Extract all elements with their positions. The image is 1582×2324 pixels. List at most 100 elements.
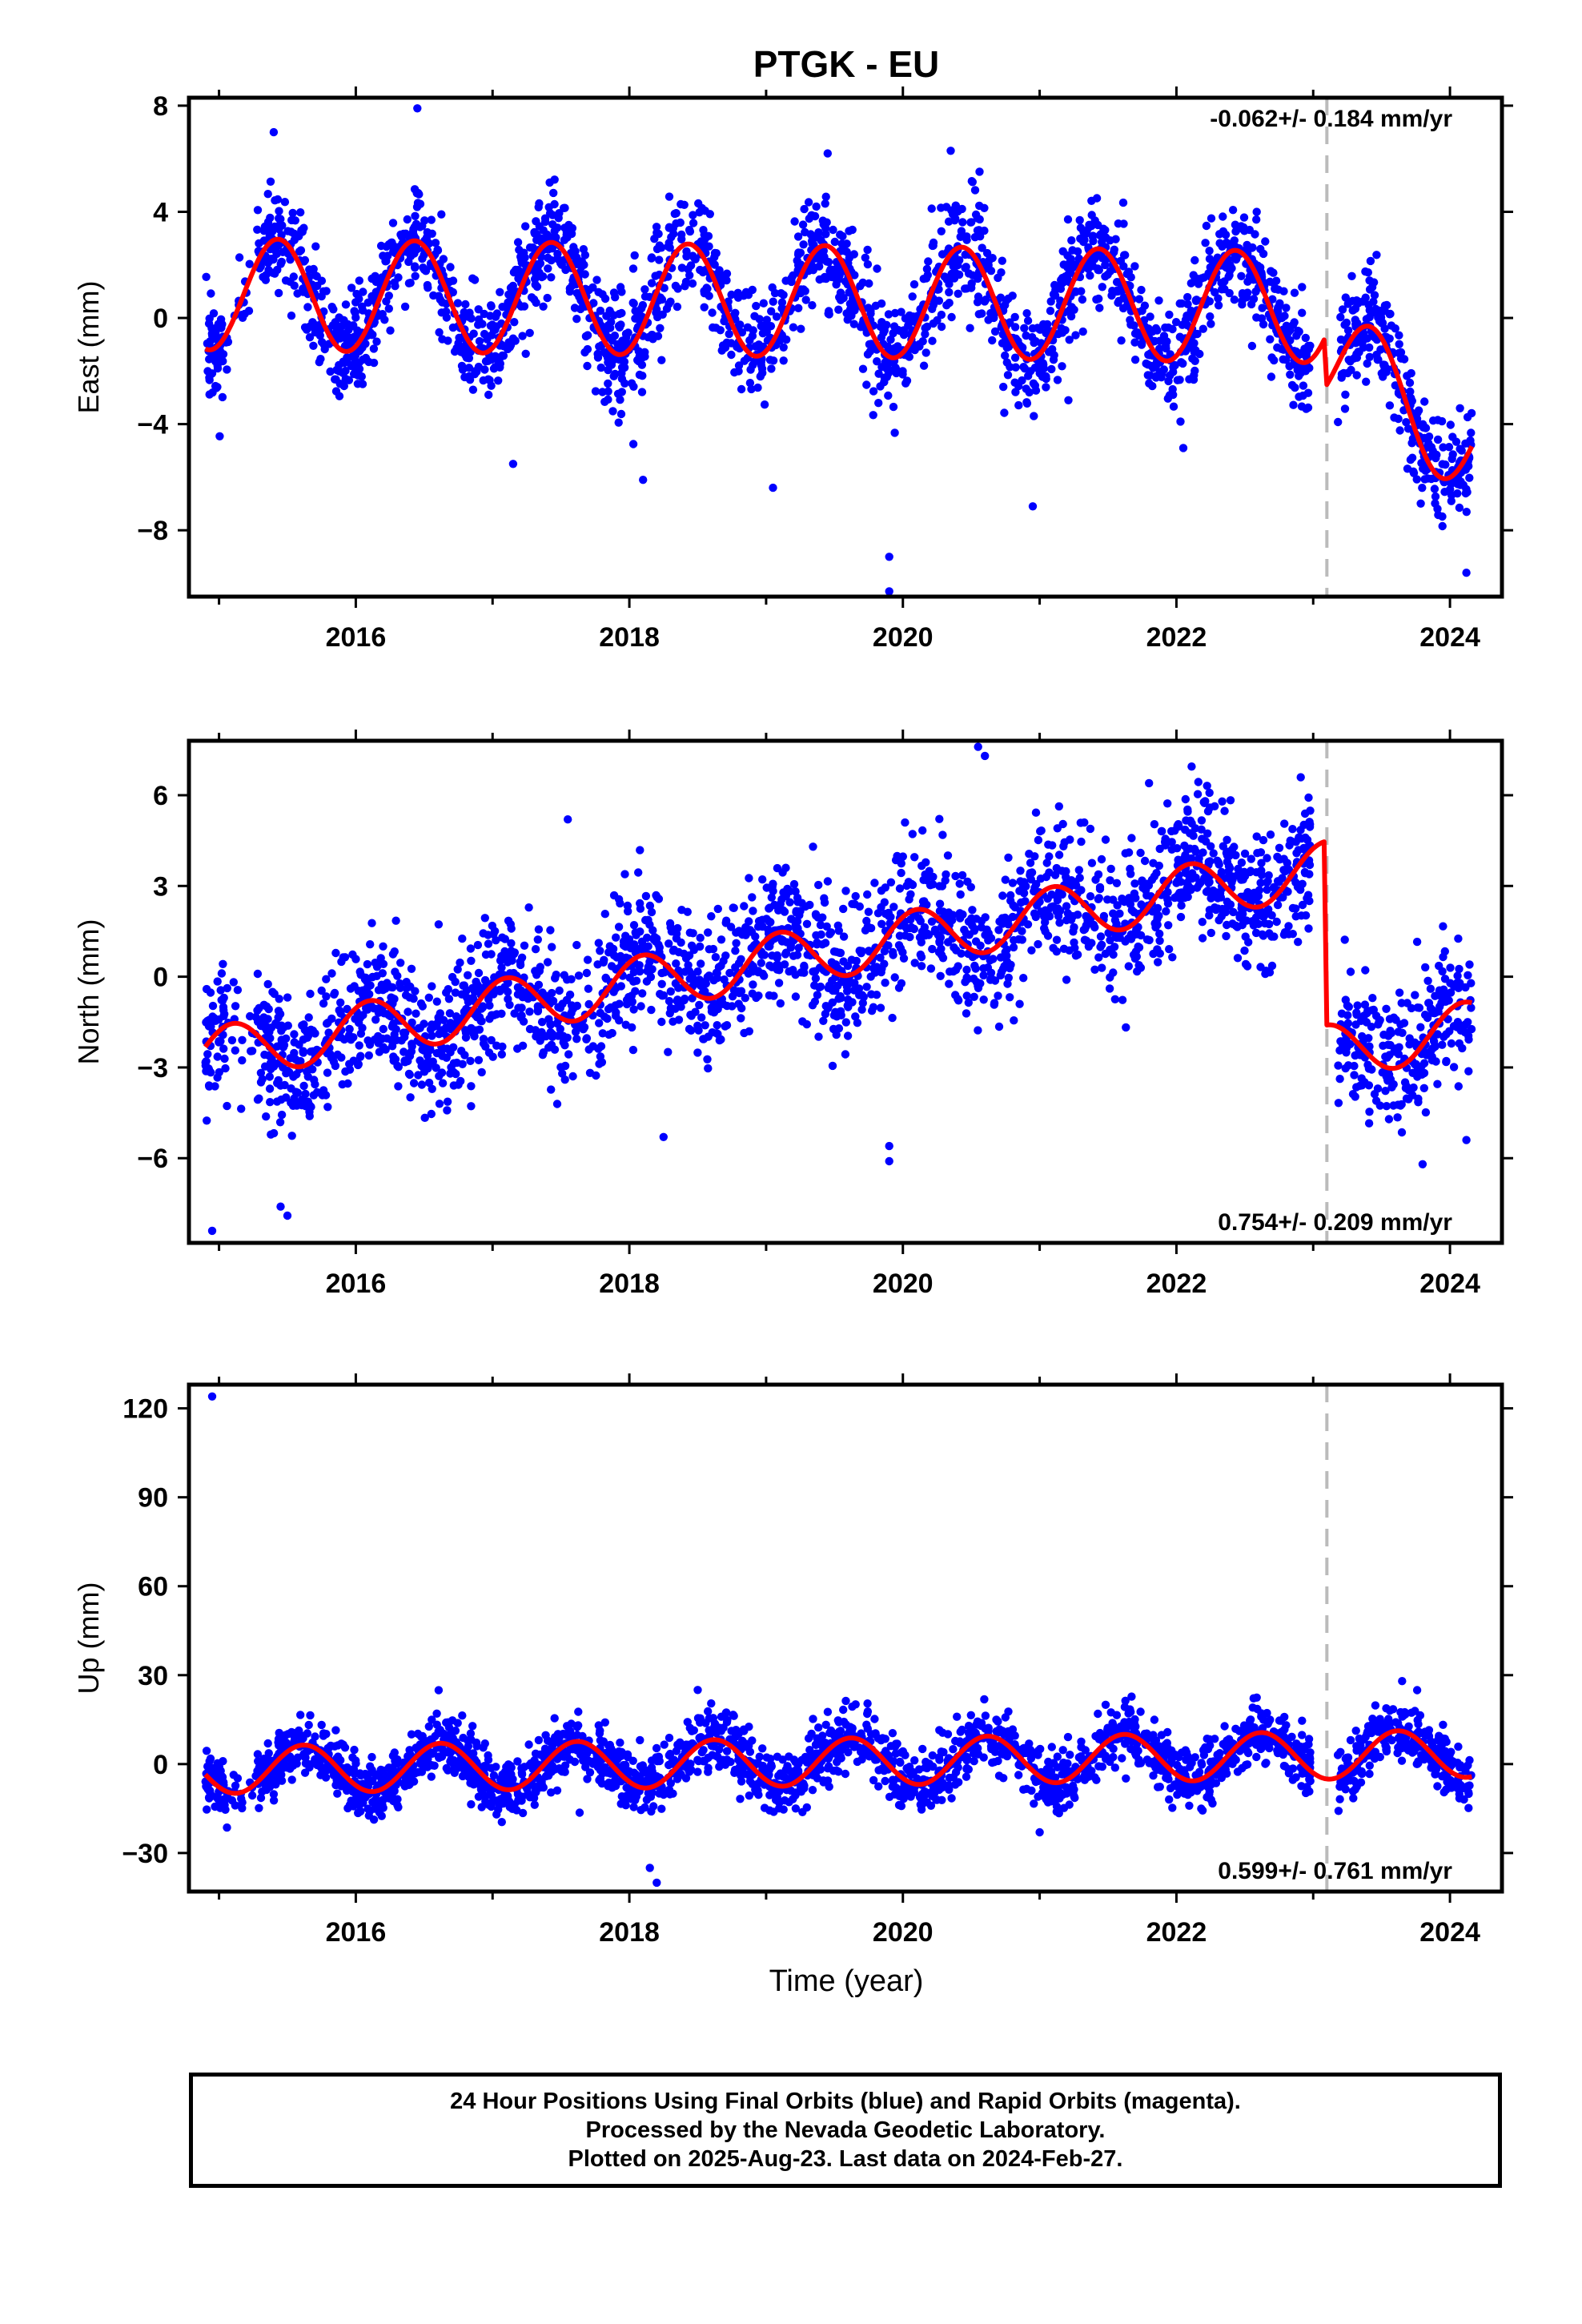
data-point xyxy=(583,955,592,964)
data-point xyxy=(555,986,564,995)
data-point xyxy=(1382,1102,1391,1111)
data-point xyxy=(978,309,986,318)
data-point xyxy=(355,1041,363,1050)
data-point xyxy=(336,998,345,1007)
data-point xyxy=(1001,875,1010,884)
data-point xyxy=(817,236,825,245)
data-point xyxy=(442,313,452,322)
data-point xyxy=(202,272,211,281)
data-point xyxy=(354,1059,363,1069)
data-point xyxy=(458,1059,467,1069)
data-point xyxy=(203,367,212,376)
data-point xyxy=(1066,312,1076,321)
data-point xyxy=(640,352,649,361)
data-point xyxy=(484,390,493,400)
data-point xyxy=(765,991,774,1000)
data-point xyxy=(1215,239,1224,247)
data-point xyxy=(1447,1039,1456,1048)
data-point xyxy=(869,964,878,973)
data-point xyxy=(1033,901,1042,910)
data-point xyxy=(1302,404,1311,413)
data-point xyxy=(1046,307,1055,316)
data-point xyxy=(448,323,458,332)
data-point xyxy=(1465,960,1474,969)
data-point xyxy=(1440,947,1450,956)
data-point xyxy=(1127,906,1137,915)
data-point xyxy=(1031,808,1041,817)
data-point xyxy=(652,244,662,254)
data-point xyxy=(411,211,420,220)
data-point xyxy=(1052,863,1062,873)
data-point xyxy=(779,343,788,352)
data-point xyxy=(460,343,468,352)
data-point xyxy=(517,1003,526,1012)
data-point xyxy=(560,203,568,212)
data-point xyxy=(1117,336,1126,345)
y-tick-label: −8 xyxy=(137,516,168,546)
data-point xyxy=(981,913,990,922)
data-point xyxy=(330,990,339,999)
data-point xyxy=(354,987,363,995)
data-point xyxy=(1132,952,1142,961)
data-point xyxy=(805,214,813,223)
data-point xyxy=(1258,304,1267,312)
data-point xyxy=(547,1085,556,1094)
data-point xyxy=(1058,328,1067,336)
data-point xyxy=(731,308,740,317)
data-point xyxy=(1405,1034,1414,1043)
data-point xyxy=(1431,492,1440,501)
data-point xyxy=(420,216,429,225)
data-point xyxy=(296,246,306,255)
data-point xyxy=(435,1100,444,1108)
data-point xyxy=(689,929,697,938)
data-point xyxy=(962,965,971,975)
data-point xyxy=(1138,876,1146,885)
data-point xyxy=(841,1050,850,1059)
data-point xyxy=(1456,404,1464,412)
data-point xyxy=(374,1031,383,1041)
data-point xyxy=(605,306,614,316)
data-point xyxy=(1106,864,1115,874)
data-point xyxy=(1256,879,1265,887)
data-point xyxy=(438,1079,448,1088)
data-point xyxy=(355,967,364,976)
data-point xyxy=(1426,984,1435,993)
data-point xyxy=(666,987,675,996)
data-point xyxy=(1450,982,1459,991)
data-point xyxy=(604,333,613,342)
data-point xyxy=(416,1023,424,1032)
data-point xyxy=(539,302,548,311)
data-point xyxy=(647,253,656,262)
data-point xyxy=(1225,288,1234,298)
data-point xyxy=(689,211,697,219)
data-point xyxy=(929,872,938,882)
data-point xyxy=(543,293,552,303)
data-point xyxy=(1234,864,1243,874)
data-point xyxy=(534,925,544,934)
data-point xyxy=(458,934,467,943)
data-point xyxy=(1226,796,1235,805)
data-point xyxy=(594,939,603,947)
data-point xyxy=(525,328,534,337)
data-point xyxy=(1256,963,1265,971)
data-point xyxy=(1374,355,1383,364)
data-point xyxy=(1348,1090,1358,1099)
data-point xyxy=(1010,1016,1018,1025)
data-point xyxy=(407,231,416,240)
data-point xyxy=(894,941,904,950)
data-point xyxy=(1240,946,1249,955)
data-point xyxy=(1433,435,1443,444)
data-point xyxy=(1207,320,1215,328)
data-point xyxy=(516,1013,525,1022)
data-point xyxy=(629,921,639,930)
data-point xyxy=(467,1082,476,1091)
data-point xyxy=(745,379,755,388)
data-point xyxy=(1221,231,1231,239)
data-point xyxy=(535,199,544,208)
data-point xyxy=(507,924,516,933)
data-point xyxy=(412,189,421,198)
data-point xyxy=(970,992,978,1002)
data-point xyxy=(432,997,441,1006)
data-point xyxy=(1075,874,1084,883)
data-point xyxy=(857,1005,866,1014)
